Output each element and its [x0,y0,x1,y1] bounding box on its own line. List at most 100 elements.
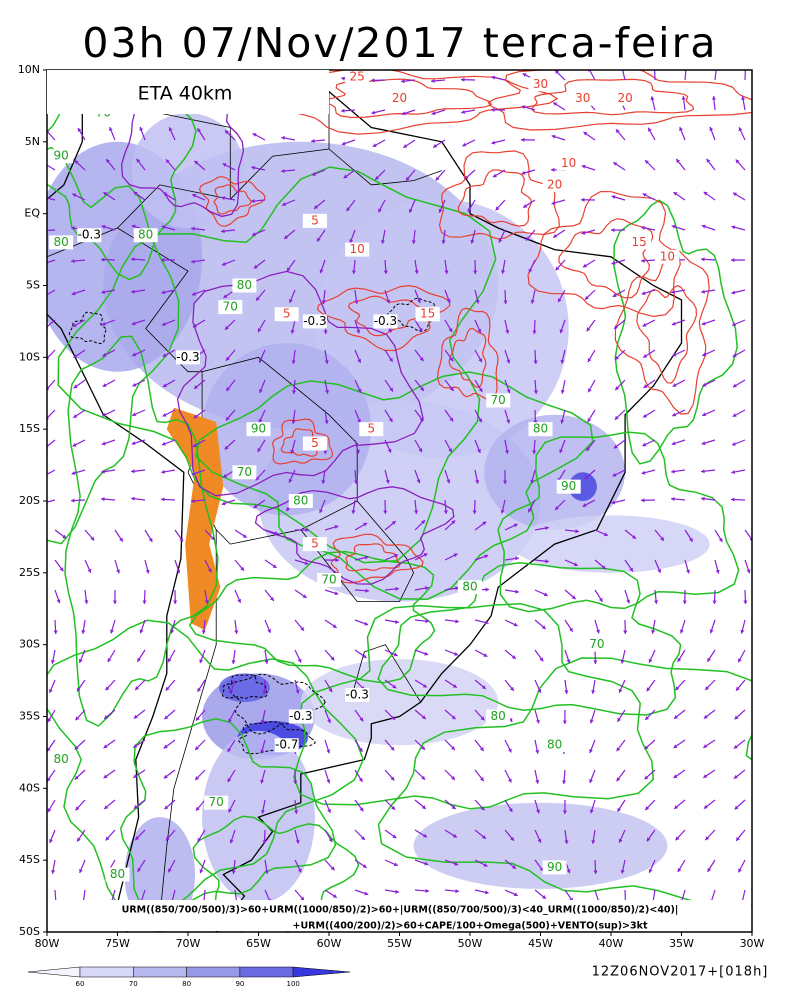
wind-vector [672,320,685,326]
lat-label: 20S [19,494,40,507]
wind-head [71,498,75,502]
wind-vector [103,380,115,387]
wind-vector [621,66,625,80]
wind-head [716,570,720,574]
wind-head [671,497,675,501]
wind-vector [342,140,355,145]
wind-vector [734,740,745,749]
wind-vector [199,860,205,873]
wind-head [455,889,459,893]
wind-vector [445,650,458,656]
wind-vector [672,225,685,230]
wind-vector [582,230,595,235]
wind-vector [707,159,715,170]
wind-vector [676,159,685,170]
wind-vector [674,800,685,809]
wind-vector [739,127,745,140]
wind-vector [708,860,715,872]
wind-head [54,630,58,634]
contour-label: 20 [617,91,632,105]
wind-vector [613,162,625,170]
wind-vector [645,160,655,170]
wind-head [641,259,645,263]
contour-label: 90 [561,479,576,493]
wind-vector [732,320,745,326]
wind-vector [563,710,567,724]
wind-head [101,497,105,501]
wind-vector [295,890,304,901]
wind-vector [445,889,459,893]
wind-vector [650,96,655,110]
wind-vector [79,650,85,663]
wind-head [563,721,567,724]
contour-label: 80 [53,235,68,249]
colorbar-segment [240,967,293,977]
wind-vector [78,128,85,140]
wind-vector [403,140,415,148]
wind-vector [675,680,685,690]
wind-vector [505,620,518,626]
wind-vector [371,110,385,115]
wind-vector [645,800,655,810]
wind-vector [173,590,177,604]
colorbar-segment [133,967,186,977]
contour-label: 70 [321,573,336,587]
lon-label: 65W [246,937,271,950]
wind-vector [565,890,573,902]
wind-vector [295,590,307,598]
wind-vector [740,620,745,634]
wind-vector [115,530,123,542]
wind-vector [445,770,455,780]
wind-vector [75,740,85,750]
wind-vector [671,290,685,294]
wind-vector [680,620,685,633]
wind-vector [731,498,745,502]
wind-head [654,600,658,604]
wind-head [161,497,165,501]
wind-vector [475,770,484,781]
wind-vector [195,770,205,780]
wind-vector [49,680,55,693]
title: 03h 07/Nov/2017 terca-feira [82,19,717,67]
wind-vector [581,198,595,202]
contour-label: -0.3 [289,709,312,723]
wind-vector [101,470,115,474]
wind-vector [232,650,236,664]
wind-vector [72,440,85,447]
wind-vector [745,560,750,573]
wind-vector [505,590,519,594]
contour-label: 70 [223,300,238,314]
wind-vector [705,830,715,840]
wind-vector [325,830,332,842]
lat-label: 15S [19,422,40,435]
wind-vector [738,860,745,872]
contour-label: 30 [575,91,590,105]
colorbar-segment [187,967,240,977]
wind-vector [325,860,334,870]
wind-vector [281,136,295,140]
wind-vector [641,498,655,502]
wind-vector [535,590,548,596]
wind-vector [265,560,277,568]
wind-vector [704,710,715,719]
wind-vector [714,66,718,80]
wind-shaft [43,163,55,170]
wind-vector [491,140,505,145]
colorbar-segment [80,967,133,977]
legend-line: URM((850/700/500)/3)>60+URM((1000/850)/2… [122,905,679,916]
contour-label: 80 [547,738,562,752]
wind-vector [168,650,175,662]
wind-vector [325,770,330,783]
wind-head [582,231,586,235]
wind-vector [355,620,368,626]
wind-head [146,570,150,574]
wind-vector [736,830,745,841]
wind-vector [731,290,745,294]
wind-vector [710,620,715,633]
wind-vector [703,770,715,778]
wind-vector [355,800,363,811]
wind-vector [81,620,85,634]
wind-vector [505,770,512,782]
lon-label: 40W [599,937,624,950]
